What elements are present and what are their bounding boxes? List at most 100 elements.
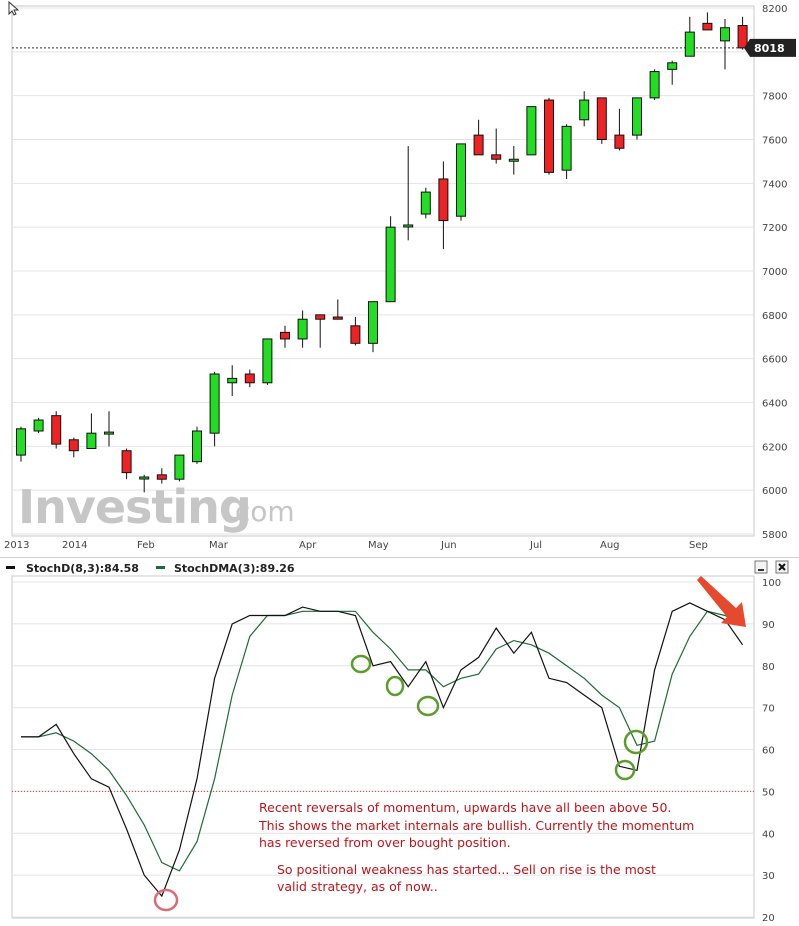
candle-body-down bbox=[491, 154, 502, 160]
candle-body-up bbox=[632, 97, 642, 136]
candle bbox=[526, 106, 537, 156]
candle bbox=[227, 365, 238, 396]
indicator-y-tick: 20 bbox=[762, 913, 775, 924]
price-y-tick: 6200 bbox=[762, 442, 787, 453]
candle-body-up bbox=[456, 143, 466, 217]
candle bbox=[385, 216, 396, 303]
candle-body-up bbox=[385, 226, 396, 303]
candle bbox=[244, 369, 255, 388]
watermark-suffix: .com bbox=[226, 495, 295, 528]
candle bbox=[632, 97, 642, 140]
stochd-line bbox=[21, 602, 744, 898]
price-y-tick: 7600 bbox=[762, 136, 787, 147]
minimize-icon bbox=[758, 569, 764, 571]
candle-body-down bbox=[544, 99, 554, 173]
candle bbox=[420, 187, 431, 219]
minimize-button[interactable] bbox=[754, 560, 768, 574]
candle bbox=[121, 448, 132, 480]
indicator-y-tick: 80 bbox=[762, 662, 775, 673]
candle-body-down bbox=[614, 134, 625, 149]
price-y-tick: 7000 bbox=[762, 267, 787, 278]
reversal-circle-1 bbox=[350, 654, 372, 674]
candle-body-down bbox=[315, 314, 326, 320]
indicator-gridlines bbox=[12, 581, 754, 918]
indicator-y-tick: 50 bbox=[762, 787, 775, 798]
x-label-may: May bbox=[368, 540, 389, 551]
candle-body-down bbox=[280, 331, 290, 340]
candle-body-up bbox=[649, 71, 660, 99]
indicator-y-tick: 30 bbox=[762, 871, 775, 882]
reversal-circle-4 bbox=[614, 759, 636, 781]
candle-body-down bbox=[438, 178, 449, 222]
candle-body-up bbox=[667, 62, 678, 70]
candle-body-up bbox=[139, 476, 150, 480]
reversal-circle-5 bbox=[623, 729, 649, 755]
price-y-tick: 6600 bbox=[762, 355, 787, 366]
candle-body-down bbox=[332, 316, 343, 320]
candle bbox=[438, 161, 449, 250]
candle bbox=[614, 108, 625, 151]
price-y-tick: 7200 bbox=[762, 223, 787, 234]
candle-body-up bbox=[403, 224, 414, 228]
candle-body-up bbox=[192, 430, 202, 463]
candle bbox=[262, 338, 273, 385]
candle-body-up bbox=[420, 191, 431, 215]
price-y-tick: 6800 bbox=[762, 311, 787, 322]
annotation-line: has reversed from over bought position. bbox=[259, 835, 511, 850]
candle bbox=[192, 426, 202, 464]
price-y-tick: 7800 bbox=[762, 92, 787, 103]
price-y-tick: 6400 bbox=[762, 399, 787, 410]
price-gridlines bbox=[12, 7, 754, 535]
candle-body-up bbox=[561, 125, 572, 171]
current-price-tag: 8018 bbox=[744, 38, 796, 57]
price-y-tick: 5800 bbox=[762, 530, 787, 541]
indicator-y-tick: 100 bbox=[762, 578, 781, 589]
stochdma-line bbox=[21, 610, 743, 872]
x-label-mar: Mar bbox=[209, 540, 229, 551]
reversal-markers bbox=[153, 654, 649, 912]
candle-body-up bbox=[579, 99, 590, 121]
indicator-y-tick: 70 bbox=[762, 704, 775, 715]
candle bbox=[209, 371, 220, 447]
candle bbox=[16, 426, 26, 462]
candle-body-up bbox=[720, 27, 730, 42]
candle-body-up bbox=[86, 432, 97, 450]
price-y-tick: 8200 bbox=[762, 4, 787, 15]
candle bbox=[579, 91, 590, 127]
candle bbox=[702, 12, 713, 31]
candle bbox=[33, 417, 44, 434]
watermark-brand: Investing bbox=[18, 480, 251, 534]
candle bbox=[68, 437, 79, 458]
candle-body-up bbox=[33, 419, 44, 432]
current-price-label: 8018 bbox=[754, 42, 785, 55]
candle bbox=[332, 299, 343, 320]
candle bbox=[51, 411, 62, 449]
x-label-aug: Aug bbox=[600, 540, 620, 551]
candle bbox=[280, 325, 290, 348]
x-label-jul: Jul bbox=[529, 540, 542, 551]
watermark-logo: Investing .com bbox=[18, 480, 295, 534]
indicator-y-axis: 100 90 80 70 60 50 40 30 20 bbox=[762, 578, 781, 924]
candle bbox=[174, 454, 185, 482]
candle bbox=[720, 18, 730, 70]
candle-body-up bbox=[174, 454, 185, 480]
close-icon bbox=[778, 563, 786, 571]
candle bbox=[649, 69, 660, 101]
candle-body-down bbox=[702, 22, 713, 31]
x-label-2013: 2013 bbox=[4, 540, 29, 551]
reversal-circle-low bbox=[153, 888, 179, 912]
indicator-y-tick: 90 bbox=[762, 620, 775, 631]
annotation-line: Recent reversals of momentum, upwards ha… bbox=[259, 800, 671, 815]
candle-body-up bbox=[209, 373, 220, 434]
candle-body-down bbox=[244, 373, 255, 384]
legend-label-stochdma: StochDMA(3):89.26 bbox=[174, 562, 295, 575]
candle-body-down bbox=[350, 325, 361, 344]
close-button[interactable] bbox=[775, 560, 789, 574]
reversal-circle-2 bbox=[385, 675, 405, 697]
candle bbox=[737, 16, 748, 50]
candle-body-up bbox=[16, 428, 26, 456]
candle bbox=[350, 317, 361, 346]
x-label-apr: Apr bbox=[299, 540, 317, 551]
annotation-line: valid strategy, as of now.. bbox=[277, 879, 438, 894]
